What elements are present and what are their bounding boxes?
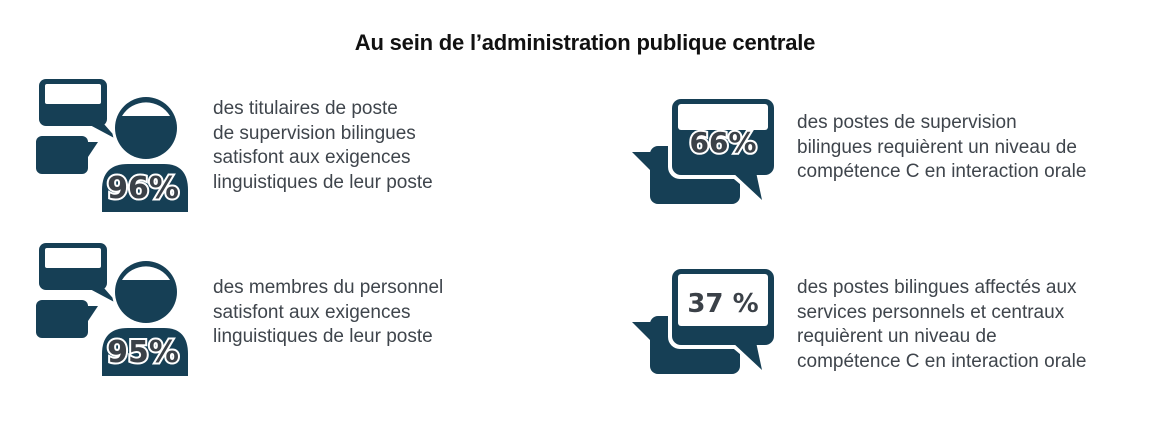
person-speech-bubbles-icon: 96% — [36, 79, 192, 212]
stat-value: 37 % — [687, 289, 758, 319]
double-speech-bubble-icon: 37 % — [632, 265, 778, 376]
stat-value: 66% — [689, 126, 756, 159]
double-speech-bubble-icon: 66% — [632, 95, 778, 206]
person-speech-bubbles-icon: 95% — [36, 243, 192, 376]
stat-description: des titulaires de poste de supervision b… — [213, 98, 433, 193]
stat-description: des postes de supervision bilingues requ… — [797, 112, 1087, 182]
infographic-title: Au sein de l’administration publique cen… — [354, 30, 816, 55]
stat-description: des postes bilingues affectés aux servic… — [797, 277, 1087, 372]
stat-value: 96% — [107, 171, 179, 206]
stat-description: des membres du personnel satisfont aux e… — [213, 277, 444, 347]
stat-value: 95% — [107, 335, 179, 370]
